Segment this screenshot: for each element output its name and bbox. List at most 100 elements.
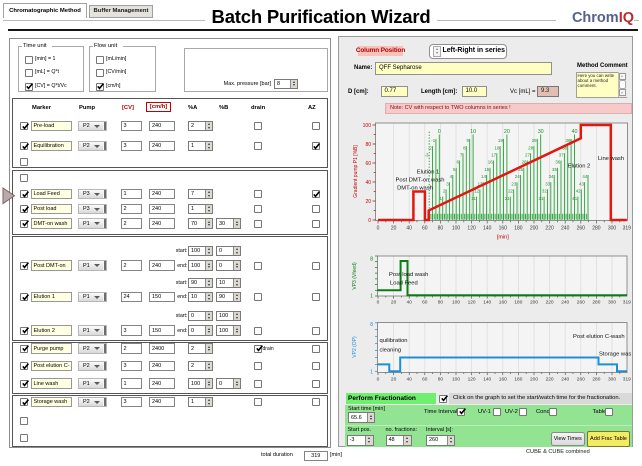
svg-text:27: 27: [525, 153, 530, 158]
svg-text:19: 19: [498, 138, 503, 143]
svg-text:260: 260: [577, 300, 585, 306]
svg-text:40: 40: [365, 180, 371, 186]
svg-text:Elution 2: Elution 2: [568, 164, 591, 170]
svg-text:43: 43: [579, 181, 584, 186]
svg-text:26: 26: [522, 160, 527, 165]
svg-text:7: 7: [460, 153, 463, 158]
svg-text:38: 38: [562, 145, 567, 150]
svg-text:23: 23: [511, 181, 516, 186]
svg-text:140: 140: [483, 300, 491, 306]
svg-text:0: 0: [377, 377, 380, 383]
svg-text:8: 8: [370, 257, 373, 263]
svg-text:Post elution C-wash: Post elution C-wash: [573, 334, 625, 340]
svg-text:31: 31: [539, 196, 544, 201]
svg-text:240: 240: [561, 377, 569, 383]
svg-text:15: 15: [484, 167, 489, 172]
svg-text:20: 20: [365, 199, 371, 205]
svg-text:18: 18: [495, 145, 500, 150]
svg-text:160: 160: [499, 300, 507, 306]
svg-text:Post DMT-on wash: Post DMT-on wash: [396, 178, 445, 184]
svg-text:11: 11: [471, 196, 476, 201]
svg-text:0: 0: [368, 218, 371, 224]
svg-text:Gradient pump P1 [%B]: Gradient pump P1 [%B]: [353, 145, 359, 198]
svg-text:80: 80: [438, 226, 444, 232]
svg-text:120: 120: [468, 377, 476, 383]
svg-text:80: 80: [438, 300, 444, 306]
svg-text:8: 8: [463, 145, 466, 150]
svg-text:-3: -3: [425, 153, 429, 158]
svg-text:240: 240: [561, 226, 570, 232]
svg-text:25: 25: [518, 167, 523, 172]
svg-text:180: 180: [514, 377, 522, 383]
svg-text:220: 220: [546, 300, 554, 306]
svg-text:42: 42: [576, 189, 581, 194]
svg-text:21: 21: [505, 196, 510, 201]
svg-text:quilibration: quilibration: [380, 338, 408, 344]
svg-text:Load Feed: Load Feed: [390, 281, 418, 287]
svg-text:6: 6: [456, 160, 459, 165]
svg-text:300: 300: [608, 300, 616, 306]
svg-text:200: 200: [530, 300, 538, 306]
svg-text:32: 32: [542, 189, 547, 194]
svg-text:37: 37: [559, 153, 564, 158]
svg-text:17: 17: [491, 153, 496, 158]
svg-text:30: 30: [538, 129, 544, 135]
svg-text:2: 2: [443, 189, 446, 194]
svg-text:300: 300: [608, 377, 616, 383]
svg-text:16: 16: [488, 160, 493, 165]
svg-text:29: 29: [532, 138, 537, 143]
svg-text:3: 3: [446, 181, 449, 186]
svg-text:1: 1: [440, 196, 443, 201]
svg-text:20: 20: [504, 129, 510, 135]
svg-text:Post load wash: Post load wash: [389, 272, 428, 278]
svg-text:34: 34: [549, 174, 554, 179]
svg-text:40: 40: [407, 377, 413, 383]
svg-text:0: 0: [377, 300, 380, 306]
svg-text:36: 36: [555, 160, 560, 165]
svg-text:260: 260: [577, 226, 586, 232]
svg-text:20: 20: [391, 377, 397, 383]
svg-text:180: 180: [514, 226, 523, 232]
svg-text:1: 1: [370, 370, 373, 376]
svg-text:4: 4: [450, 174, 453, 179]
svg-text:0: 0: [438, 129, 441, 135]
svg-text:-2: -2: [428, 145, 432, 150]
svg-text:160: 160: [499, 226, 508, 232]
svg-text:0: 0: [377, 226, 380, 232]
svg-text:60: 60: [365, 161, 371, 167]
svg-text:60: 60: [422, 377, 428, 383]
svg-text:40: 40: [406, 226, 412, 232]
svg-text:22: 22: [508, 189, 513, 194]
svg-text:24: 24: [515, 174, 520, 179]
svg-text:260: 260: [577, 377, 585, 383]
svg-text:280: 280: [592, 226, 601, 232]
svg-text:VP3 (Vfeed): VP3 (Vfeed): [352, 262, 358, 290]
svg-text:5: 5: [453, 167, 456, 172]
svg-text:140: 140: [483, 226, 492, 232]
svg-text:44: 44: [582, 174, 587, 179]
svg-text:40: 40: [572, 129, 578, 135]
svg-text:60: 60: [422, 300, 428, 306]
svg-text:280: 280: [592, 377, 600, 383]
svg-text:39: 39: [566, 138, 571, 143]
svg-text:319: 319: [623, 377, 631, 383]
svg-text:100: 100: [452, 300, 460, 306]
svg-text:[min]: [min]: [497, 235, 509, 241]
svg-text:10: 10: [470, 129, 476, 135]
svg-text:VP2 (OP): VP2 (OP): [352, 336, 358, 358]
svg-text:200: 200: [530, 377, 538, 383]
svg-text:41: 41: [572, 196, 577, 201]
svg-text:220: 220: [545, 226, 554, 232]
svg-text:140: 140: [483, 377, 491, 383]
svg-text:Line wash: Line wash: [598, 156, 624, 162]
svg-text:100: 100: [452, 226, 461, 232]
svg-text:Storage was: Storage was: [599, 352, 631, 358]
svg-text:280: 280: [592, 300, 600, 306]
svg-text:cleaning: cleaning: [380, 348, 402, 354]
svg-text:319: 319: [623, 300, 631, 306]
svg-text:Elution 1: Elution 1: [417, 170, 440, 176]
svg-text:20: 20: [391, 226, 397, 232]
svg-text:1: 1: [370, 294, 373, 300]
svg-text:33: 33: [545, 181, 550, 186]
svg-text:35: 35: [552, 167, 557, 172]
